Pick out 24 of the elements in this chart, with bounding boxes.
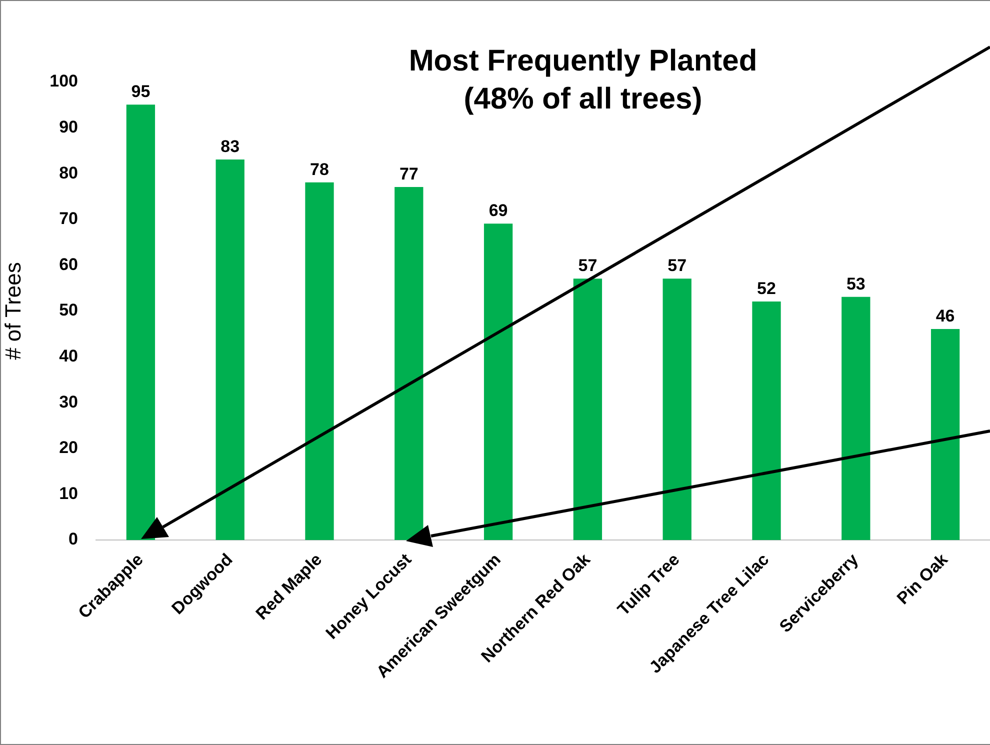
y-tick-label: 30: [59, 392, 78, 412]
y-tick-label: 0: [68, 530, 78, 549]
data-label: 57: [668, 256, 687, 276]
data-label: 78: [310, 160, 329, 179]
y-tick-label: 70: [59, 209, 78, 228]
data-label: 46: [936, 306, 955, 326]
y-tick-label: 100: [50, 72, 78, 91]
y-tick-label: 60: [59, 254, 78, 274]
x-tick-label: Pin Oak: [893, 550, 952, 608]
chart-title: Most Frequently Planted (48% of all trees): [408, 44, 758, 116]
y-tick-label: 50: [59, 300, 78, 320]
y-tick-label: 90: [59, 117, 78, 136]
y-tick-label: 20: [59, 438, 78, 458]
data-label: 77: [399, 164, 418, 184]
y-tick-label: 40: [59, 346, 78, 366]
data-label: 69: [488, 201, 508, 220]
data-label: 95: [131, 82, 150, 102]
y-tick-label: 80: [59, 163, 78, 182]
data-label: 53: [846, 274, 866, 294]
y-axis-title: # of Trees: [0, 262, 26, 360]
data-label: 52: [757, 279, 776, 298]
data-label: 83: [220, 137, 240, 156]
y-tick-label: 10: [59, 484, 78, 503]
data-label: 57: [578, 256, 598, 276]
